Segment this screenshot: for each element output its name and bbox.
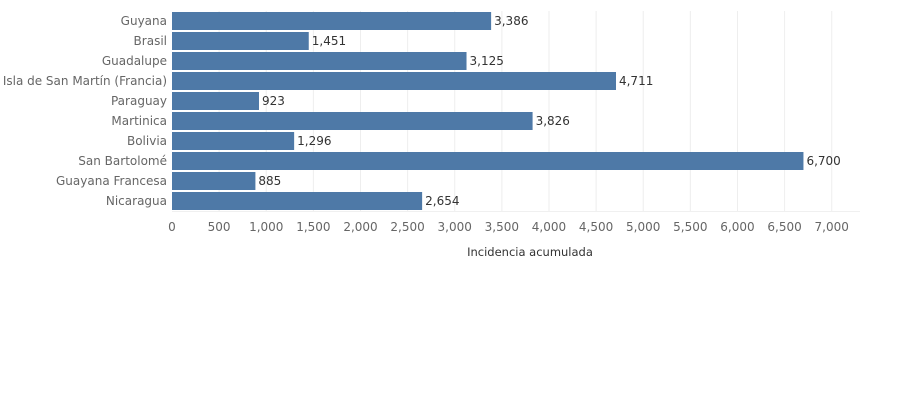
bar [172, 32, 309, 50]
bar [172, 152, 804, 170]
category-label: Nicaragua [106, 194, 167, 208]
bar [172, 92, 259, 110]
grid-lines [172, 11, 860, 212]
data-labels: 3,386 1,451 3,125 4,711 923 3,826 1,296 6,700 88… [258, 14, 840, 208]
data-label: 3,386 [494, 14, 528, 28]
data-label: 1,296 [297, 134, 331, 148]
x-tick-label: 2,500 [390, 220, 424, 234]
category-label: Guadalupe [102, 54, 167, 68]
category-label: Martinica [111, 114, 167, 128]
bar [172, 132, 295, 150]
category-label: Paraguay [111, 94, 167, 108]
data-label: 1,451 [312, 34, 346, 48]
category-label: Guayana Francesa [56, 174, 167, 188]
x-tick-label: 5,500 [673, 220, 707, 234]
data-label: 2,654 [425, 194, 459, 208]
x-tick-label: 3,000 [438, 220, 472, 234]
bar [172, 72, 616, 90]
x-tick-label: 500 [208, 220, 231, 234]
x-tick-label: 5,000 [626, 220, 660, 234]
category-label: Brasil [134, 34, 167, 48]
data-label: 885 [258, 174, 281, 188]
category-label: San Bartolomé [78, 154, 167, 168]
x-tick-label: 6,500 [767, 220, 801, 234]
category-label: Guyana [121, 14, 167, 28]
x-axis-ticks: 0 500 1,000 1,500 2,000 2,500 3,000 3,500 4,000 4… [168, 220, 849, 234]
category-label: Bolivia [127, 134, 167, 148]
bar [172, 12, 492, 30]
data-label: 923 [262, 94, 285, 108]
data-label: 6,700 [806, 154, 840, 168]
bar [172, 192, 423, 210]
x-tick-label: 2,000 [343, 220, 377, 234]
bar [172, 112, 533, 130]
data-label: 4,711 [619, 74, 653, 88]
x-tick-label: 7,000 [815, 220, 849, 234]
x-tick-label: 1,000 [249, 220, 283, 234]
x-tick-label: 3,500 [485, 220, 519, 234]
category-label: Isla de San Martín (Francia) [3, 74, 167, 88]
bar [172, 172, 256, 190]
category-labels: Guyana Brasil Guadalupe Isla de San Martín … [3, 14, 167, 208]
data-label: 3,125 [470, 54, 504, 68]
x-axis-title: Incidencia acumulada [467, 245, 593, 259]
x-tick-label: 4,500 [579, 220, 613, 234]
x-tick-label: 0 [168, 220, 176, 234]
bar [172, 52, 467, 70]
x-tick-label: 1,500 [296, 220, 330, 234]
bars [172, 12, 804, 210]
x-tick-label: 6,000 [720, 220, 754, 234]
data-label: 3,826 [536, 114, 570, 128]
x-tick-label: 4,000 [532, 220, 566, 234]
